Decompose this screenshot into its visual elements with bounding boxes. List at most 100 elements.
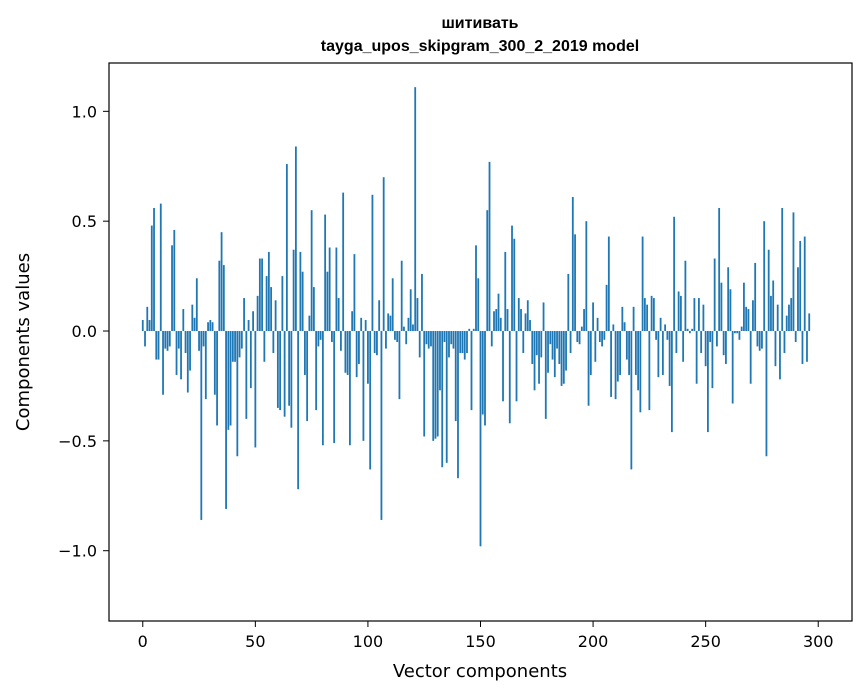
bar <box>481 331 484 415</box>
bar <box>189 331 191 371</box>
bar <box>668 331 671 386</box>
bar <box>517 298 520 332</box>
bar <box>648 331 651 411</box>
y-tick-label: 1.0 <box>72 102 97 121</box>
bar <box>430 331 432 347</box>
bar <box>779 331 781 380</box>
bar <box>387 313 390 332</box>
bar <box>321 331 324 446</box>
bar <box>340 331 342 351</box>
bar <box>504 251 507 332</box>
bar <box>783 331 786 353</box>
bar <box>601 331 603 347</box>
bar <box>382 177 385 332</box>
bar <box>781 207 784 332</box>
bar <box>630 331 633 470</box>
bar <box>797 267 799 332</box>
bar <box>247 320 250 332</box>
bar <box>198 331 200 351</box>
bar <box>619 331 621 375</box>
bar <box>799 240 802 332</box>
bar <box>364 320 367 332</box>
bar <box>436 331 439 437</box>
bar <box>747 309 750 332</box>
bar <box>767 249 770 332</box>
bar <box>756 331 759 347</box>
bar <box>704 331 707 367</box>
y-tick-label: 0.0 <box>72 322 97 341</box>
bar <box>542 302 545 332</box>
bar <box>319 331 322 340</box>
bar <box>159 203 162 332</box>
bar <box>691 328 694 332</box>
bar <box>702 304 705 332</box>
bar <box>391 278 394 332</box>
bar <box>308 315 311 332</box>
bar <box>612 324 615 332</box>
bar <box>439 331 441 391</box>
bar <box>616 331 619 382</box>
bar <box>684 260 687 332</box>
bar <box>441 331 444 468</box>
bar <box>556 331 558 349</box>
bar <box>274 300 277 332</box>
bar <box>576 331 579 342</box>
bar <box>369 331 372 470</box>
bar <box>740 326 743 332</box>
bar <box>670 331 673 433</box>
bar <box>333 331 336 444</box>
bar <box>792 212 795 332</box>
bar <box>468 328 471 332</box>
bar <box>376 331 378 356</box>
bar <box>761 331 763 349</box>
x-tick-label: 250 <box>690 632 721 651</box>
bar <box>249 331 252 389</box>
bar <box>272 331 275 353</box>
bar <box>153 207 155 332</box>
bar <box>621 306 624 332</box>
plot-area-frame <box>108 62 853 622</box>
bar <box>734 331 736 334</box>
bar <box>736 331 739 334</box>
bar <box>220 232 223 332</box>
bar <box>299 251 302 332</box>
bar <box>263 331 266 362</box>
bar <box>457 331 459 479</box>
bar <box>484 331 486 426</box>
bar <box>711 331 714 389</box>
bar <box>515 331 518 402</box>
bar <box>466 331 468 353</box>
bar <box>495 309 498 332</box>
bar <box>497 293 500 332</box>
bar <box>639 331 642 413</box>
bar <box>605 284 608 332</box>
bar <box>141 320 144 332</box>
bar <box>459 331 462 353</box>
bar <box>535 331 538 356</box>
bar <box>362 331 365 441</box>
bar <box>722 331 725 356</box>
bar <box>531 331 534 364</box>
bar <box>177 331 180 349</box>
bar <box>562 331 565 384</box>
bar <box>144 331 146 347</box>
bar <box>502 331 504 402</box>
y-tick-label: −1.0 <box>58 542 97 561</box>
bar <box>427 331 430 349</box>
bar <box>698 298 700 332</box>
bar <box>353 254 356 332</box>
bar <box>745 306 748 332</box>
bar <box>637 331 640 391</box>
bar <box>225 331 227 509</box>
bar <box>331 331 333 342</box>
bar <box>529 320 531 332</box>
bar <box>578 331 581 345</box>
bar <box>218 260 221 332</box>
bar <box>279 331 282 411</box>
bar <box>222 265 225 332</box>
bar <box>285 164 288 332</box>
bar <box>583 309 585 332</box>
bar <box>164 331 167 349</box>
bar <box>794 331 797 342</box>
bar <box>238 331 241 358</box>
